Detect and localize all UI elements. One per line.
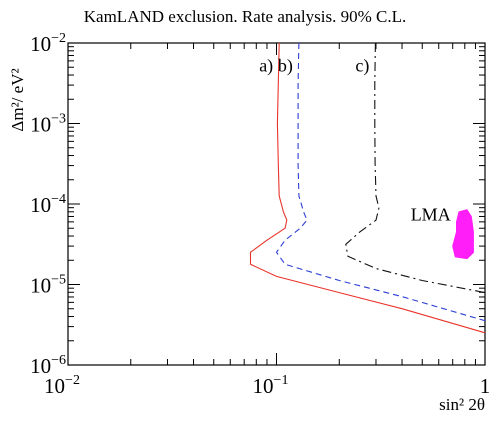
exclusion-curves	[249, 42, 486, 334]
x-tick-label: 10−2	[44, 373, 80, 398]
lma-label: LMA	[411, 205, 451, 225]
curve-label-c: c)	[355, 55, 369, 76]
x-tick-label: 10−1	[253, 373, 289, 398]
allowed-regions: LMA	[411, 205, 474, 260]
curve-b	[275, 42, 486, 322]
y-tick-label: 10−6	[30, 353, 66, 378]
x-axis-title: sin² 2θ	[439, 395, 485, 414]
y-tick-label: 10−3	[30, 112, 66, 137]
y-tick-labels: 10−2 10−3 10−4 10−5 10−6	[30, 31, 66, 378]
curve-labels: a) b) c)	[259, 55, 369, 76]
x-tick-labels: 10−2 10−1 1	[44, 373, 490, 398]
curve-a	[249, 42, 486, 334]
y-axis-title: Δm²/ eV²	[8, 68, 27, 131]
y-tick-label: 10−2	[30, 31, 66, 56]
chart-title: KamLAND exclusion. Rate analysis. 90% C.…	[84, 7, 406, 26]
curve-c	[345, 42, 486, 294]
lma-region	[452, 209, 474, 260]
curve-label-b: b)	[278, 55, 293, 76]
x-tick-label: 1	[480, 374, 491, 398]
curve-label-a: a)	[259, 55, 273, 76]
axis-ticks	[67, 42, 486, 366]
y-tick-label: 10−4	[30, 192, 66, 217]
y-tick-label: 10−5	[30, 273, 66, 298]
